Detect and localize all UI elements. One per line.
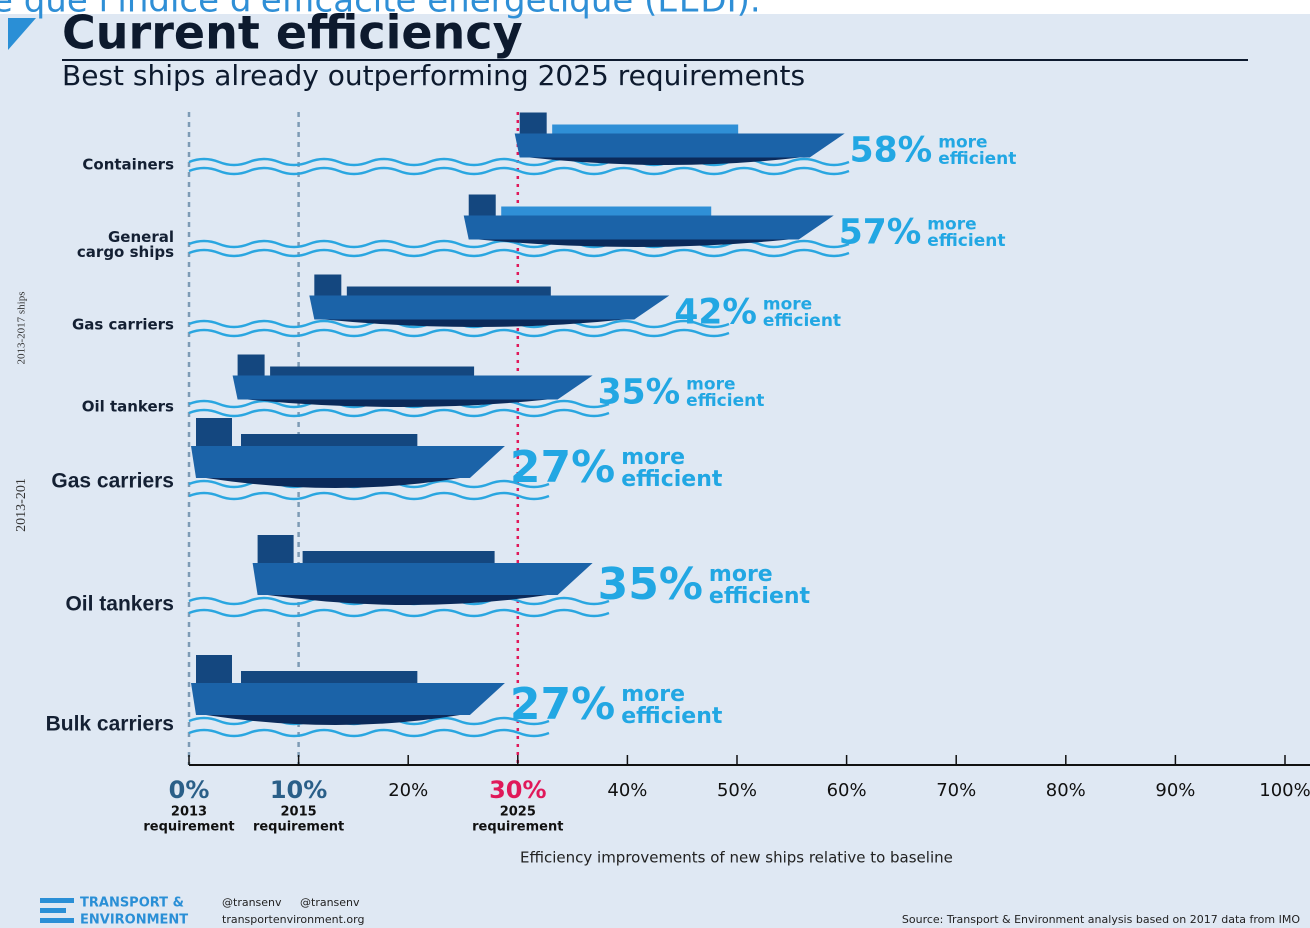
header-strip — [0, 0, 1310, 14]
value-label: 27% — [510, 679, 615, 730]
chart-subtitle: Best ships already outperforming 2025 re… — [62, 59, 805, 92]
ship-bridge — [468, 194, 496, 216]
ship-hull — [232, 375, 593, 400]
ship-deck — [346, 286, 551, 296]
wave — [188, 166, 850, 176]
reference-label: requirement — [253, 820, 344, 835]
ship-deck — [241, 434, 418, 446]
side-label: 2013-2017 ships — [16, 291, 28, 364]
x-tick-label: 40% — [607, 780, 647, 801]
value-suffix: efficient — [686, 391, 764, 411]
ship-bridge — [257, 535, 294, 563]
wave — [188, 328, 730, 338]
x-tick-label: 60% — [827, 780, 867, 801]
value-label: 35% — [598, 559, 703, 610]
x-tick-label: 80% — [1046, 780, 1086, 801]
value-label: 42% — [674, 293, 757, 333]
category-label: Gas carriers — [51, 470, 174, 493]
footer-org: ENVIRONMENT — [80, 913, 188, 928]
ship-deck — [501, 206, 712, 216]
ship-keel — [324, 319, 625, 327]
value-suffix: more — [686, 375, 735, 395]
ship-keel — [206, 715, 460, 725]
ship-hull — [514, 133, 845, 158]
ship-deck — [241, 671, 418, 683]
reference-year: 2025 — [500, 805, 536, 820]
ship-deck — [552, 124, 739, 134]
value-suffix: more — [763, 295, 812, 315]
ship-keel — [267, 595, 548, 605]
reference-year: 2013 — [171, 805, 207, 820]
footer-org: TRANSPORT & — [80, 896, 184, 911]
wave — [188, 491, 550, 501]
category-label: Bulk carriers — [46, 713, 174, 736]
value-suffix: more — [927, 215, 976, 235]
ship-hull — [309, 295, 670, 320]
value-label: 57% — [839, 213, 922, 253]
reference-label: requirement — [143, 820, 234, 835]
value-suffix: efficient — [763, 311, 841, 331]
chart-title: Current efficiency — [62, 6, 523, 60]
value-suffix: efficient — [709, 584, 811, 609]
ship-bridge — [314, 274, 342, 296]
value-suffix: efficient — [927, 231, 1005, 251]
value-label: 35% — [598, 373, 681, 413]
corner-mark — [8, 18, 36, 50]
value-suffix: efficient — [621, 467, 723, 492]
x-tick-label: 50% — [717, 780, 757, 801]
wave — [188, 728, 550, 738]
x-tick-label: 90% — [1155, 780, 1195, 801]
x-axis-label: Efficiency improvements of new ships rel… — [520, 849, 953, 867]
footer-twitter: @transenv — [222, 896, 282, 909]
ship-hull — [252, 563, 593, 595]
ship-bridge — [196, 418, 232, 446]
ship-hull — [191, 683, 505, 715]
value-suffix: efficient — [621, 704, 723, 729]
category-label: Oil tankers — [65, 593, 174, 616]
value-label: 58% — [850, 131, 933, 171]
value-suffix: efficient — [938, 149, 1016, 169]
ship-deck — [302, 551, 495, 563]
footer-source: Source: Transport & Environment analysis… — [902, 913, 1300, 926]
x-tick-label: 10% — [270, 776, 327, 804]
footer-facebook: @transenv — [300, 896, 360, 909]
x-tick-label: 0% — [169, 776, 210, 804]
wave — [188, 408, 610, 418]
category-label: Containers — [82, 156, 174, 174]
x-tick-label: 30% — [489, 776, 546, 804]
header-fragment: e que l'indice d'efficacité énergétique … — [0, 0, 761, 21]
value-suffix: more — [621, 445, 685, 470]
wave — [188, 248, 850, 258]
reference-year: 2015 — [281, 805, 317, 820]
logo — [40, 898, 74, 903]
ship-hull — [191, 446, 505, 478]
category-label: Oil tankers — [82, 398, 174, 416]
ship-bridge — [196, 655, 232, 683]
category-label: Gas carriers — [72, 316, 174, 334]
value-label: 27% — [510, 442, 615, 493]
ship-hull — [463, 215, 834, 240]
ship-deck — [270, 366, 475, 376]
ship-keel — [206, 478, 460, 488]
value-suffix: more — [709, 562, 773, 587]
x-tick-label: 20% — [388, 780, 428, 801]
logo — [40, 908, 66, 913]
wave — [188, 608, 610, 618]
ship-keel — [529, 157, 800, 165]
ship-keel — [478, 239, 789, 247]
category-label: General cargo ships — [77, 228, 174, 261]
ship-keel — [247, 399, 548, 407]
ship-bridge — [519, 112, 547, 134]
ship-bridge — [237, 354, 265, 376]
footer-website: transportenvironment.org — [222, 913, 364, 926]
x-tick-label: 70% — [936, 780, 976, 801]
side-label: 2013-201 — [14, 478, 29, 532]
logo — [40, 918, 74, 923]
x-tick-label: 100% — [1259, 780, 1310, 801]
value-suffix: more — [621, 682, 685, 707]
value-suffix: more — [938, 133, 987, 153]
reference-label: requirement — [472, 820, 563, 835]
